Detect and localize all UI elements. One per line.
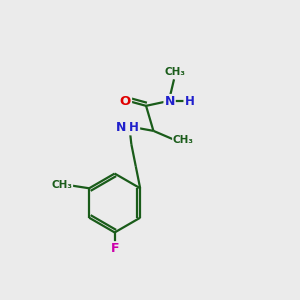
Text: N: N — [164, 95, 175, 108]
Text: CH₃: CH₃ — [51, 180, 72, 190]
Text: CH₃: CH₃ — [173, 135, 194, 145]
Text: N: N — [116, 122, 126, 134]
Text: H: H — [184, 95, 194, 108]
Text: O: O — [120, 95, 131, 108]
Text: CH₃: CH₃ — [165, 67, 186, 77]
Text: H: H — [129, 122, 139, 134]
Text: F: F — [110, 242, 119, 255]
